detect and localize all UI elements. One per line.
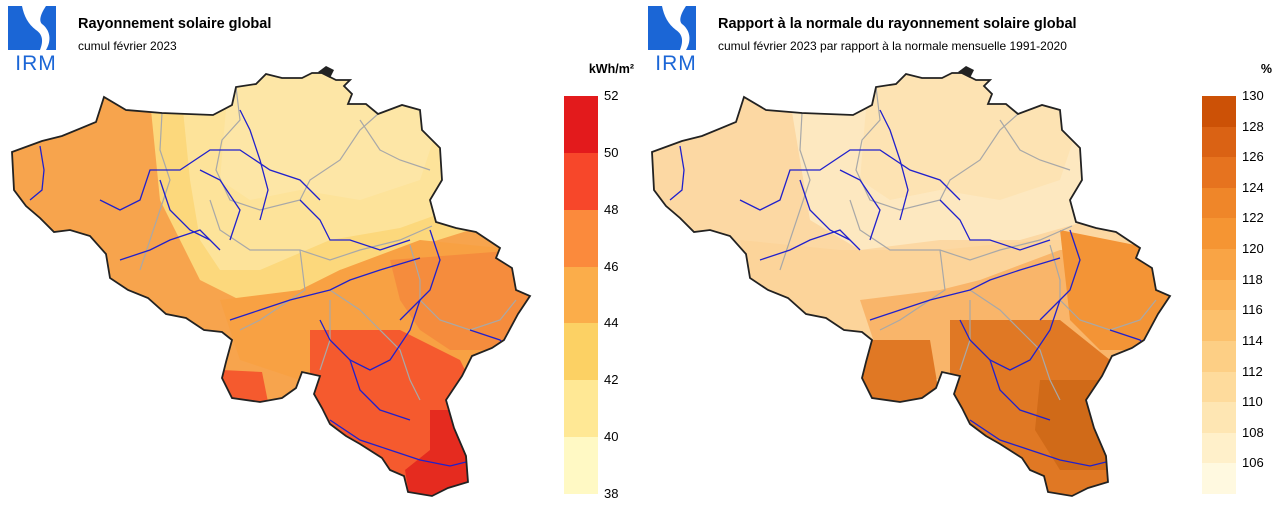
legend-swatch xyxy=(564,152,598,210)
legend-swatch xyxy=(1202,371,1236,403)
legend-swatch xyxy=(564,437,598,495)
legend-tick-label: 112 xyxy=(1242,363,1263,379)
legend-swatch xyxy=(564,323,598,381)
map-title: Rapport à la normale du rayonnement sola… xyxy=(718,16,1077,32)
map-subtitle: cumul février 2023 par rapport à la norm… xyxy=(718,39,1067,53)
belgium-map xyxy=(11,66,532,497)
country-outline xyxy=(11,72,532,497)
legend-swatch xyxy=(564,96,598,153)
zone-north xyxy=(860,73,1080,200)
legend-tick-label: 46 xyxy=(604,258,619,274)
zone-south-west xyxy=(860,340,940,402)
legend-tick-label: 118 xyxy=(1242,271,1263,287)
legend-unit: kWh/m² xyxy=(588,62,634,76)
legend-swatch xyxy=(1202,218,1236,250)
belgium-map xyxy=(651,66,1172,497)
legend-swatch xyxy=(1202,126,1236,158)
irm-logo-icon xyxy=(8,6,56,50)
color-legend: 130 128 126 124 122 120 118 116 114 112 110 108 106 xyxy=(1202,88,1274,495)
legend-tick-label: 124 xyxy=(1242,179,1264,195)
color-legend: 52 50 48 46 44 42 40 38 xyxy=(564,88,634,501)
zone-east xyxy=(390,250,530,350)
ratio-to-normal-panel: IRM Rapport à la normale du rayonnement … xyxy=(640,0,1280,507)
legend-swatch xyxy=(1202,96,1236,127)
legend-tick-label: 40 xyxy=(604,429,619,445)
province-borders xyxy=(779,86,1157,401)
map-subtitle: cumul février 2023 xyxy=(78,39,177,53)
legend-tick-label: 116 xyxy=(1242,302,1263,318)
legend-swatch xyxy=(1202,187,1236,219)
legend-tick-label: 44 xyxy=(604,315,619,331)
legend-swatch xyxy=(564,380,598,438)
irm-logo: IRM xyxy=(6,4,58,74)
legend-swatch xyxy=(1202,157,1236,189)
legend-tick-label: 110 xyxy=(1242,394,1263,410)
legend-tick-label: 120 xyxy=(1242,241,1264,257)
irm-logo: IRM xyxy=(646,4,698,74)
legend-swatch xyxy=(1202,463,1236,495)
rivers xyxy=(29,109,511,467)
baarle-enclave xyxy=(318,66,334,78)
legend-swatch xyxy=(1202,249,1236,281)
zone-north xyxy=(220,73,440,200)
legend-swatch xyxy=(1202,279,1236,311)
legend-tick-label: 52 xyxy=(604,88,619,103)
legend-swatch xyxy=(1202,310,1236,342)
zone-south-west-patch xyxy=(222,370,268,402)
solar-radiation-panel: IRM Rayonnement solaire global cumul fév… xyxy=(6,4,634,501)
map-title: Rayonnement solaire global xyxy=(78,16,272,32)
legend-tick-label: 114 xyxy=(1242,332,1263,348)
legend-swatch xyxy=(1202,402,1236,434)
country-outline xyxy=(651,72,1172,497)
legend-tick-label: 106 xyxy=(1242,455,1264,471)
legend-swatch xyxy=(564,209,598,267)
legend-tick-label: 130 xyxy=(1242,88,1264,103)
legend-tick-label: 50 xyxy=(604,144,619,160)
legend-unit: % xyxy=(1260,62,1272,76)
legend-tick-label: 128 xyxy=(1242,118,1264,134)
legend-tick-label: 122 xyxy=(1242,210,1264,226)
irm-logo-text: IRM xyxy=(15,52,57,75)
rivers xyxy=(669,109,1151,467)
legend-tick-label: 42 xyxy=(604,372,619,388)
legend-tick-label: 108 xyxy=(1242,424,1264,440)
legend-tick-label: 126 xyxy=(1242,149,1264,165)
legend-swatch xyxy=(1202,432,1236,464)
legend-tick-label: 38 xyxy=(604,486,619,501)
irm-logo-text: IRM xyxy=(655,52,697,75)
baarle-enclave xyxy=(958,66,974,78)
irm-logo-icon xyxy=(648,6,696,50)
legend-tick-label: 48 xyxy=(604,201,619,217)
legend-swatch xyxy=(564,266,598,324)
legend-swatch xyxy=(1202,340,1236,372)
